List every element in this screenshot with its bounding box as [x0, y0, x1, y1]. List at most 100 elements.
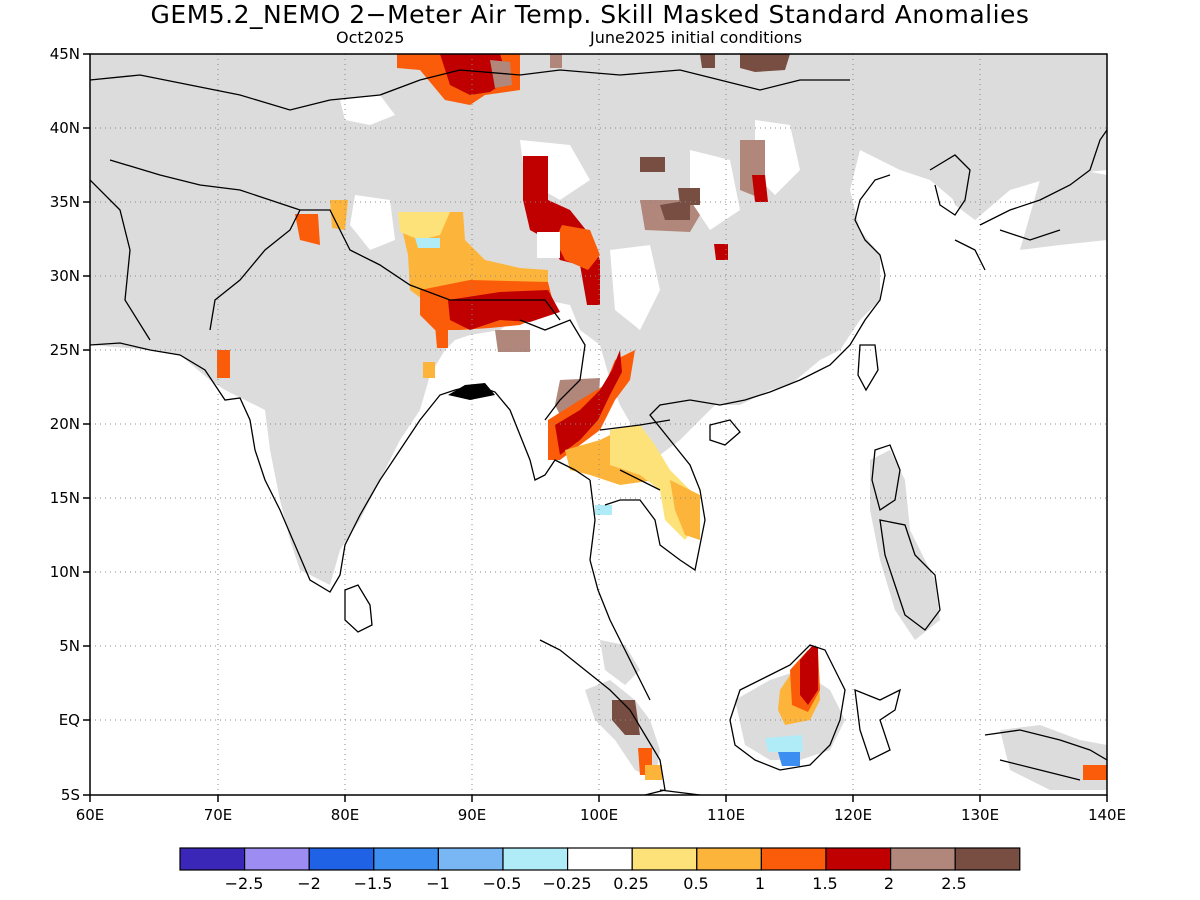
- borneo: [729, 644, 846, 771]
- patch-tibet-yellow: [398, 212, 450, 240]
- colorbar-label-4: −1: [426, 874, 450, 893]
- png: [984, 729, 1107, 781]
- colorbar-label-12: 2.5: [941, 874, 966, 893]
- lat-tick-labels: 5S EQ 5N 10N 15N 20N 25N 30N 35N 40N 45N: [50, 45, 80, 804]
- philippines-south: [879, 519, 941, 631]
- map-title: GEM5.2_NEMO 2−Meter Air Temp. Skill Mask…: [150, 0, 1030, 29]
- patch-kashmir-yellow: [330, 200, 348, 230]
- patch-assam-brown: [495, 330, 530, 352]
- colorbar-box-8: [631, 847, 698, 871]
- colorbar-label-5: −0.5: [483, 874, 522, 893]
- indochina-coast: [604, 399, 706, 572]
- colorbar-box-5: [437, 847, 504, 871]
- sulawesi: [854, 688, 901, 761]
- lat-tick-45N: 45N: [50, 45, 80, 63]
- india-coast: [90, 342, 456, 593]
- border-afghan: [109, 159, 301, 211]
- graticule: [90, 54, 1107, 795]
- colorbar-box-13: [954, 847, 1021, 871]
- colorbar-box-1: [179, 847, 246, 871]
- lon-tick-120E: 120E: [834, 806, 872, 824]
- coastlines: [90, 69, 1107, 795]
- patch-north-brown-2: [700, 54, 715, 68]
- philippines-luzon: [871, 444, 901, 512]
- colorbar-box-3: [308, 847, 375, 871]
- patch-borneo-red: [800, 646, 818, 705]
- thai-peninsula: [589, 479, 651, 701]
- patch-inner-brown: [640, 157, 665, 172]
- lon-tick-70E: 70E: [204, 806, 233, 824]
- border-indochina: [599, 419, 671, 491]
- colorbar-box-10: [760, 847, 827, 871]
- patch-north-brown-1: [740, 54, 790, 72]
- china-coast: [689, 174, 891, 406]
- patch-qinghai-white: [537, 232, 560, 258]
- patch-myanmar-red: [555, 350, 622, 455]
- border-china-mongolia: [329, 69, 850, 101]
- colorbar-label-9: 1: [755, 874, 765, 893]
- lon-tick-140E: 140E: [1088, 806, 1126, 824]
- colorbar-label-10: 1.5: [812, 874, 837, 893]
- lon-tick-100E: 100E: [580, 806, 618, 824]
- map-plot-area: [90, 54, 1107, 795]
- lat-tick-40N: 40N: [50, 119, 80, 137]
- patch-china-red: [714, 244, 728, 260]
- patch-assam-orange: [435, 325, 448, 348]
- japan: [954, 129, 1107, 271]
- border-china-india: [300, 209, 561, 321]
- colorbar-label-6: −0.25: [542, 874, 591, 893]
- sumatra: [539, 639, 666, 795]
- colorbar-label-11: 2: [884, 874, 894, 893]
- patch-thailand-cyan: [595, 505, 612, 515]
- lon-tick-60E: 60E: [76, 806, 105, 824]
- lon-tick-90E: 90E: [458, 806, 487, 824]
- colorbar-label-7: 0.25: [613, 874, 649, 893]
- lon-tick-80E: 80E: [331, 806, 360, 824]
- java-edge: [659, 789, 701, 795]
- lon-tick-130E: 130E: [961, 806, 999, 824]
- colorbar-label-8: 0.5: [683, 874, 708, 893]
- tick-marks: [83, 53, 1108, 802]
- patch-gansu-dark2: [678, 188, 700, 205]
- patch-borneo-blue: [778, 752, 800, 766]
- colorbar-label-2: −2: [297, 874, 321, 893]
- patch-tibet-cyan: [415, 238, 440, 248]
- korea: [929, 154, 971, 216]
- colorbar-box-4: [373, 847, 439, 871]
- masked-region-philippines: [870, 450, 940, 640]
- patch-png-orange: [1083, 765, 1107, 780]
- patch-north-brown-3: [550, 54, 562, 68]
- colorbar-labels: −2.5 −2 −1.5 −1 −0.5 −0.25 0.25 0.5 1 1.…: [225, 874, 967, 893]
- colorbar-box-6: [502, 847, 569, 871]
- border-pak-india: [209, 209, 301, 331]
- patch-bangladesh-orange: [423, 362, 435, 378]
- masked-region-png: [1000, 725, 1107, 790]
- border-kazakh: [90, 74, 331, 111]
- patch-vietnam-orange: [670, 480, 700, 540]
- masked-region-malay: [600, 640, 640, 685]
- colorbar-label-3: −1.5: [354, 874, 393, 893]
- colorbar-label-1: −2.5: [225, 874, 264, 893]
- colorbar-box-7: [566, 847, 633, 871]
- initial-conditions-label: June2025 initial conditions: [590, 28, 803, 47]
- patch-ordos-red: [752, 175, 768, 202]
- colorbar-box-12: [889, 847, 956, 871]
- patch-kashmir-orange: [295, 214, 320, 245]
- patch-sumatra-brown: [612, 700, 640, 735]
- lat-tick-5S: 5S: [61, 786, 80, 804]
- lat-tick-5N: 5N: [59, 637, 80, 655]
- hainan: [709, 419, 741, 446]
- anomaly-patches: [217, 54, 1107, 780]
- colorbar-box-9: [696, 847, 762, 871]
- colorbar: [179, 847, 1021, 871]
- patch-india-orange: [217, 350, 230, 378]
- colorbar-box-11: [825, 847, 892, 871]
- border-iran: [90, 179, 151, 341]
- lat-tick-20N: 20N: [50, 415, 80, 433]
- lat-tick-10N: 10N: [50, 563, 80, 581]
- lat-tick-30N: 30N: [50, 267, 80, 285]
- lat-tick-EQ: EQ: [59, 711, 80, 729]
- lon-tick-labels: 60E 70E 80E 90E 100E 110E 120E 130E 140E: [76, 806, 1126, 824]
- patch-borneo-cyan: [765, 735, 803, 752]
